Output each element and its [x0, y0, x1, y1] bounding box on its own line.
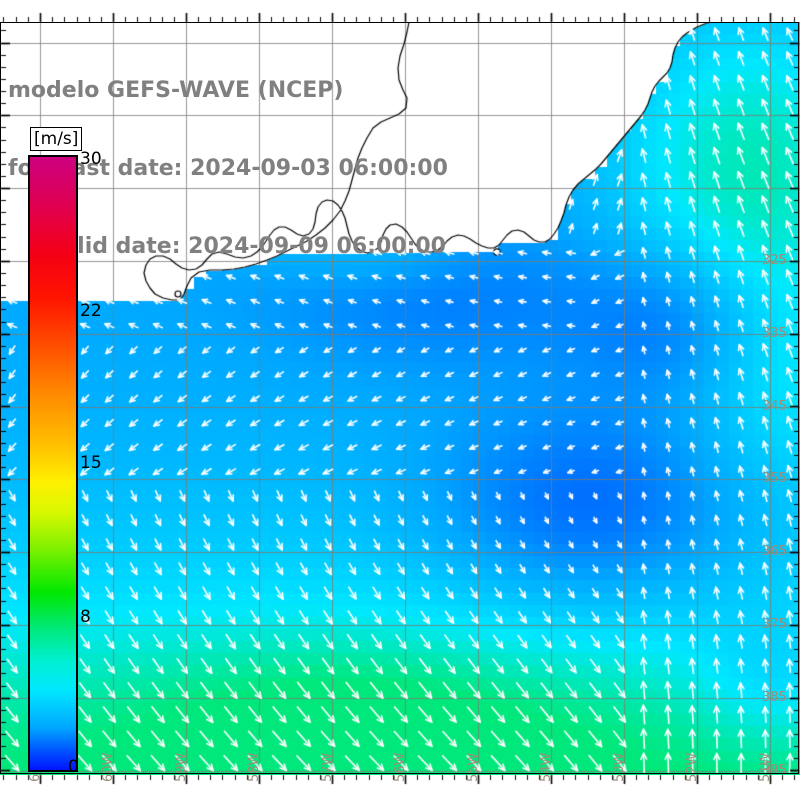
colorbar-unit-label: [m/s] [30, 127, 83, 151]
lon-tick-label: 53W [612, 752, 627, 782]
lat-tick-label: 375 [762, 616, 787, 632]
lon-tick-label: 56W [393, 752, 408, 782]
lon-tick-label: 58W [247, 752, 262, 782]
lat-tick-label: 325 [762, 252, 787, 268]
lon-tick-label: 55W [466, 752, 481, 782]
lat-tick-label: 345 [762, 398, 787, 414]
title-valid-date-line: valid date: 2024-09-09 06:00:00 [48, 234, 446, 259]
figure-title: modelo GEFS-WAVE (NCEP) forecast date: 2… [0, 26, 560, 312]
colorbar-gradient [28, 155, 78, 772]
lat-tick-label: 355 [762, 471, 787, 487]
title-forecast-date-line: forecast date: 2024-09-03 06:00:00 [8, 156, 448, 181]
title-model-line: modelo GEFS-WAVE (NCEP) [8, 78, 344, 103]
lon-tick-label: 57W [320, 752, 335, 782]
lon-tick-label: 59W [174, 752, 189, 782]
lon-tick-label: 54W [539, 752, 554, 782]
lon-tick-label: 60W [101, 752, 116, 782]
colorbar-tick-15: 15 [80, 453, 102, 473]
lat-tick-label: 395 [762, 762, 787, 778]
colorbar-tick-8: 8 [80, 607, 91, 627]
colorbar-tick-30: 30 [80, 149, 102, 169]
lat-tick-label: 385 [762, 689, 787, 705]
colorbar-tick-22: 22 [80, 301, 102, 321]
lat-tick-label: 335 [762, 325, 787, 341]
lat-tick-label: 365 [762, 544, 787, 560]
colorbar-tick-0: 0 [68, 757, 79, 777]
lon-tick-label: 52W [685, 752, 700, 782]
